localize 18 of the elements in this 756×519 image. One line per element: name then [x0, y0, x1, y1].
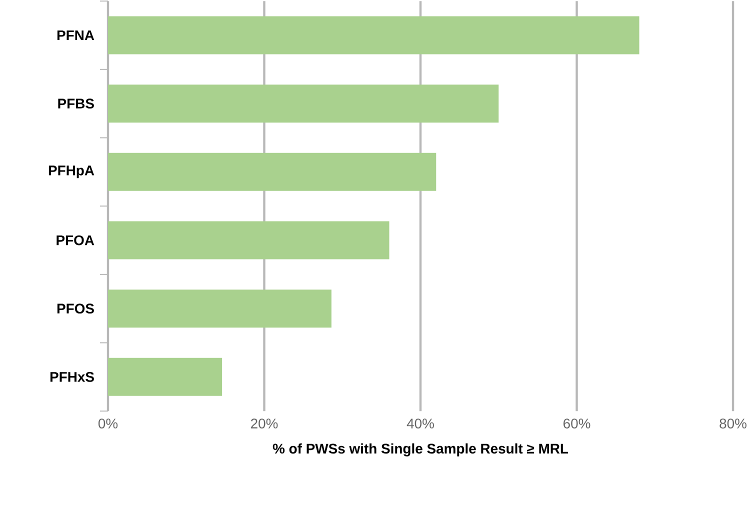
x-tick-label: 80%	[720, 418, 746, 428]
x-tick-label: 60%	[564, 418, 590, 428]
bar	[108, 16, 640, 54]
y-tick-label: PFOA	[56, 235, 94, 246]
x-tick-label: 40%	[406, 418, 434, 428]
bar	[108, 290, 332, 328]
y-tick-label: PFOS	[57, 304, 94, 314]
bar	[108, 84, 499, 123]
bar	[108, 358, 222, 396]
y-tick-label: PFHxS	[50, 372, 94, 382]
y-tick-label: PFNA	[57, 30, 94, 40]
x-tick-label: 0%	[98, 418, 118, 428]
bar	[108, 152, 436, 191]
x-axis-title: % of PWSs with Single Sample Result ≥ MRL	[272, 443, 568, 456]
bar	[108, 221, 390, 260]
y-tick-label: PFHpA	[48, 166, 94, 178]
x-tick-label: 20%	[251, 418, 278, 428]
y-tick-label: PFBS	[58, 98, 94, 108]
